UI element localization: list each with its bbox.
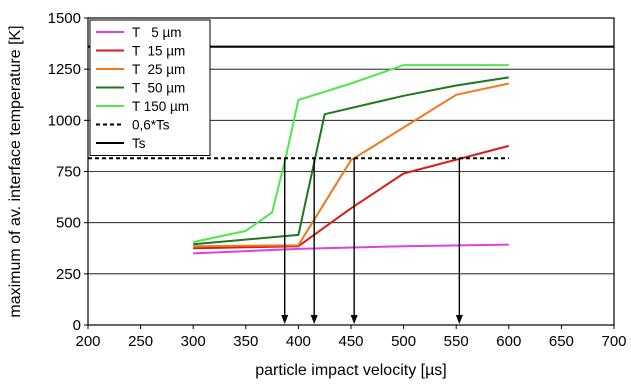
intersection-arrows: [281, 158, 463, 324]
x-tick-label: 400: [286, 333, 311, 350]
legend-entry-label: T 50 µm: [132, 81, 185, 96]
arrow-head-2: [350, 315, 358, 324]
x-tick-label: 450: [338, 333, 363, 350]
x-tick-label: 250: [128, 333, 153, 350]
legend-box: [89, 19, 211, 156]
x-tick-label: 700: [601, 333, 626, 350]
arrow-head-3: [455, 315, 463, 324]
x-tick-label: 550: [444, 333, 469, 350]
series-line-0: [193, 243, 509, 255]
series-line-4: [192, 64, 509, 244]
arrow-head-1: [310, 315, 318, 324]
x-axis-label: particle impact velocity [µs]: [255, 362, 447, 379]
x-tick-label: 350: [233, 333, 258, 350]
y-tick-label: 1500: [48, 10, 81, 27]
y-tick-label: 750: [56, 164, 81, 181]
y-tick-label: 250: [56, 266, 81, 283]
legend-entry-label: T 15 µm: [132, 44, 185, 59]
legend-entry-label: T 5 µm: [132, 25, 182, 40]
y-tick-labels: 0 250 500 750 1000 1250 1500: [48, 10, 88, 334]
x-tick-label: 600: [496, 333, 521, 350]
y-tick-label: 1250: [48, 61, 81, 78]
series-line-1: [193, 144, 510, 250]
x-tick-labels: 200 250 300 350 400 450 500 550 600 650 700: [75, 325, 627, 350]
y-tick-label: 500: [56, 215, 81, 232]
x-tick-label: 200: [75, 333, 100, 350]
x-tick-label: 650: [549, 333, 574, 350]
x-tick-label: 300: [181, 333, 206, 350]
legend-entry-label: T 150 µm: [132, 99, 189, 114]
series-line-3: [193, 76, 509, 246]
legend-entry-label: 0,6*Ts: [132, 118, 170, 133]
legend-entry-label: Ts: [132, 136, 146, 151]
legend-entry-label: T 25 µm: [132, 62, 185, 77]
arrow-head-0: [281, 315, 289, 324]
y-axis-label: maximum of av. interface temperature [K]: [7, 25, 24, 317]
y-tick-label: 0: [73, 317, 81, 334]
y-tick-label: 1000: [48, 112, 81, 129]
legend: T 5 µm T 15 µm T 25 µm T 50 µm T 150 µm 0,6*T…: [89, 19, 211, 156]
x-tick-label: 500: [391, 333, 416, 350]
series-line-2: [193, 82, 510, 248]
